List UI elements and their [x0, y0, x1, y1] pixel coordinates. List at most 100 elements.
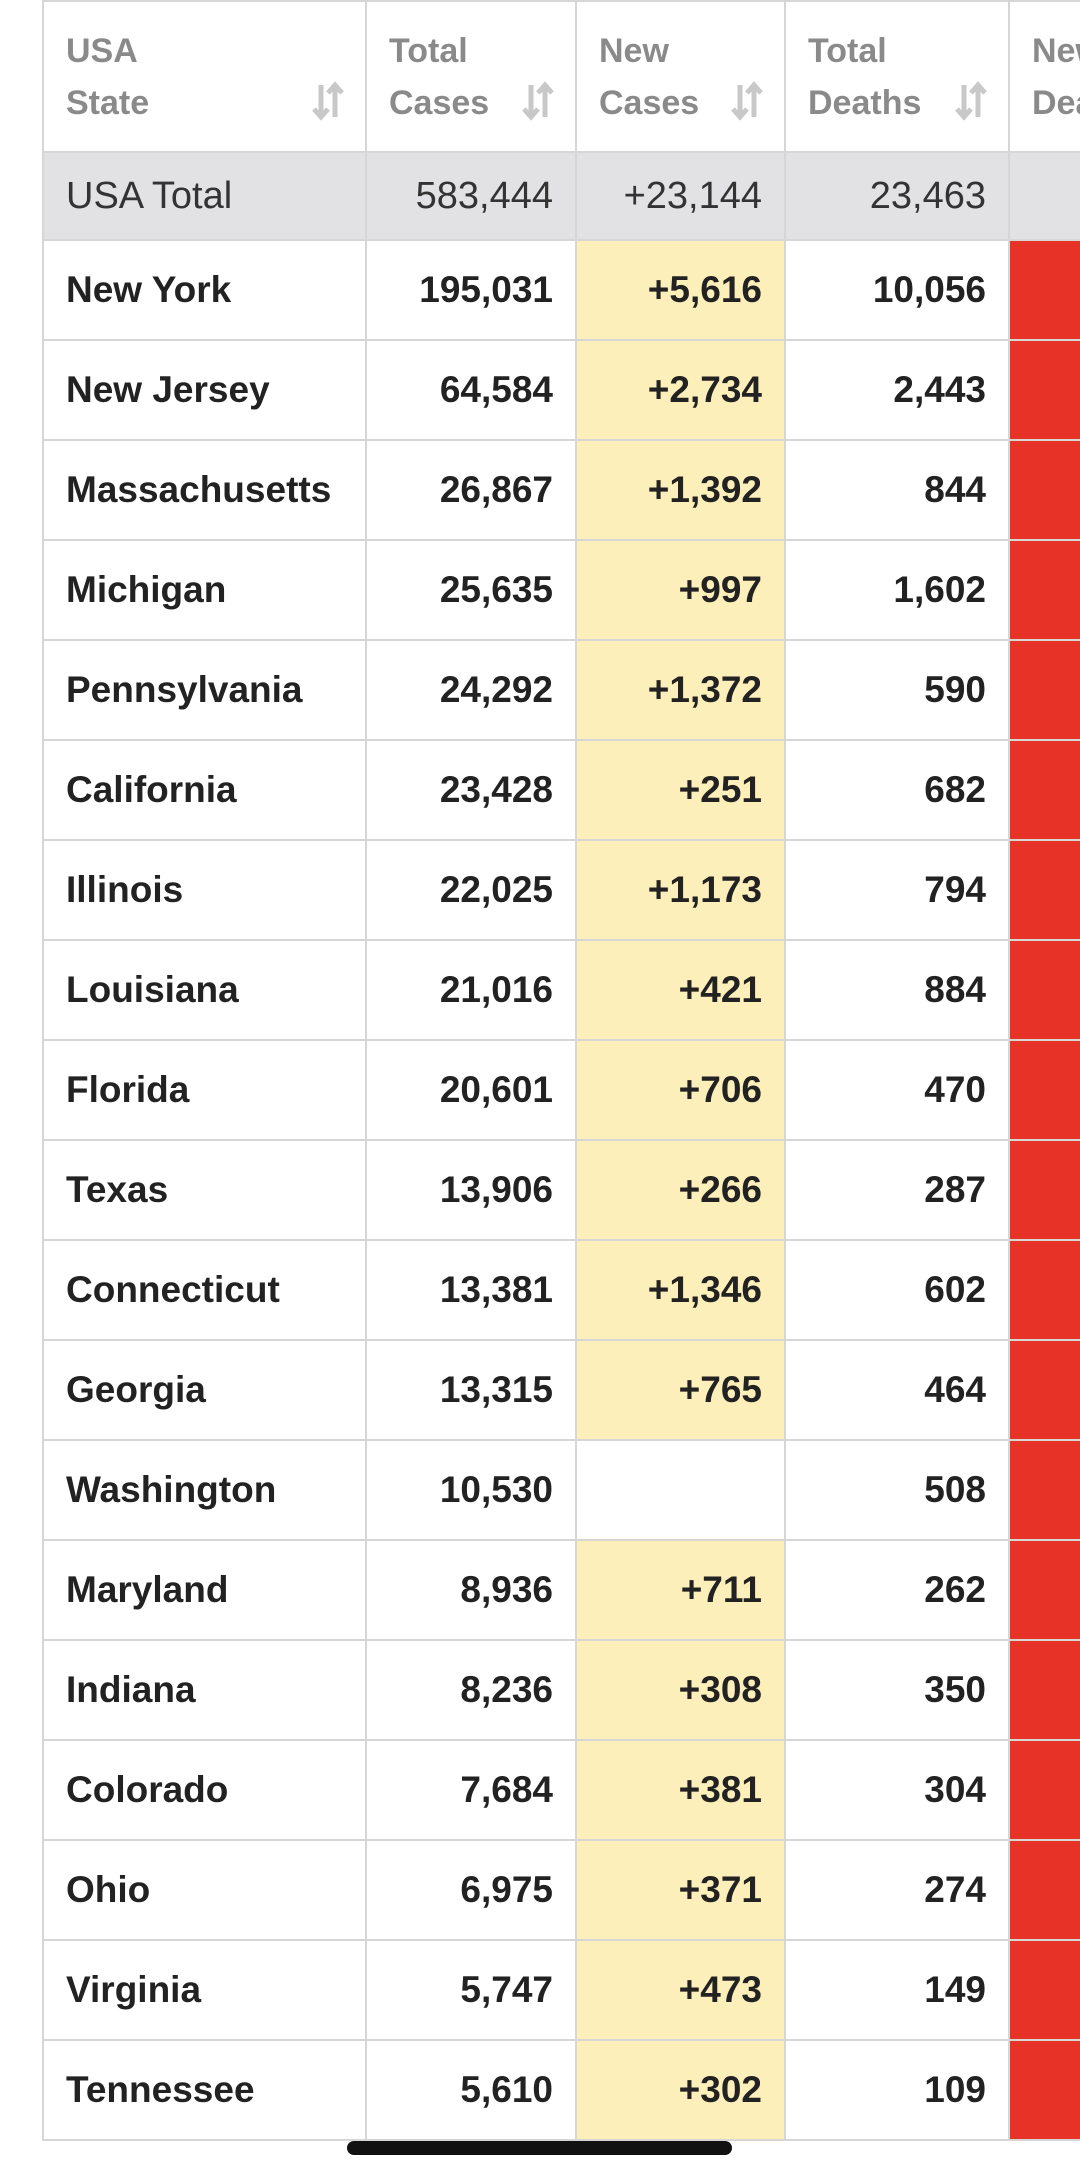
column-label: New Deaths: [1032, 31, 1080, 122]
total-cases: 26,867: [365, 439, 577, 541]
home-indicator: [347, 2141, 732, 2155]
state-row: Virginia 5,747 +473 149: [42, 1939, 1080, 2041]
new-deaths: [1008, 1839, 1080, 1941]
state-name: Louisiana: [42, 939, 367, 1041]
total-deaths: 884: [784, 939, 1010, 1041]
state-name: Michigan: [42, 539, 367, 641]
total-deaths: 464: [784, 1339, 1010, 1441]
state-row: Pennsylvania 24,292 +1,372 590: [42, 639, 1080, 741]
column-header[interactable]: Total Cases: [365, 0, 577, 153]
total-row: USA Total 583,444 +23,144 23,463: [42, 151, 1080, 241]
state-row: Ohio 6,975 +371 274: [42, 1839, 1080, 1941]
total-deaths: 470: [784, 1039, 1010, 1141]
column-label: Total Cases: [389, 31, 490, 122]
total-deaths: 602: [784, 1239, 1010, 1341]
new-cases: +711: [575, 1539, 786, 1641]
total-cases: 6,975: [365, 1839, 577, 1941]
new-cases: +5,616: [575, 239, 786, 341]
total-cases: 8,236: [365, 1639, 577, 1741]
new-deaths: [1008, 539, 1080, 641]
state-name: Virginia: [42, 1939, 367, 2041]
total-cases: 583,444: [365, 151, 577, 241]
state-row: Connecticut 13,381 +1,346 602: [42, 1239, 1080, 1341]
total-deaths: 590: [784, 639, 1010, 741]
column-header[interactable]: New Cases: [575, 0, 786, 153]
total-cases: 20,601: [365, 1039, 577, 1141]
new-deaths: [1008, 1339, 1080, 1441]
total-cases: 25,635: [365, 539, 577, 641]
new-deaths: [1008, 1639, 1080, 1741]
new-deaths: [1008, 1039, 1080, 1141]
total-deaths: 2,443: [784, 339, 1010, 441]
new-cases: +421: [575, 939, 786, 1041]
state-name: Washington: [42, 1439, 367, 1541]
state-row: Indiana 8,236 +308 350: [42, 1639, 1080, 1741]
state-name: Texas: [42, 1139, 367, 1241]
total-deaths: 23,463: [784, 151, 1010, 241]
total-cases: 7,684: [365, 1739, 577, 1841]
total-cases: 5,610: [365, 2039, 577, 2141]
new-deaths: [1008, 1939, 1080, 2041]
state-row: Florida 20,601 +706 470: [42, 1039, 1080, 1141]
new-cases: +765: [575, 1339, 786, 1441]
state-row: Texas 13,906 +266 287: [42, 1139, 1080, 1241]
new-deaths: [1008, 639, 1080, 741]
new-deaths: [1008, 1139, 1080, 1241]
state-row: Washington 10,530 508: [42, 1439, 1080, 1541]
new-cases: +266: [575, 1139, 786, 1241]
state-name: New Jersey: [42, 339, 367, 441]
total-cases: 10,530: [365, 1439, 577, 1541]
new-deaths: [1008, 439, 1080, 541]
total-cases: 64,584: [365, 339, 577, 441]
state-row: New York 195,031 +5,616 10,056: [42, 239, 1080, 341]
new-cases: +1,392: [575, 439, 786, 541]
new-cases: +2,734: [575, 339, 786, 441]
new-cases: +1,372: [575, 639, 786, 741]
column-label: New Cases: [599, 31, 700, 122]
state-name: Florida: [42, 1039, 367, 1141]
total-deaths: 109: [784, 2039, 1010, 2141]
new-cases: +381: [575, 1739, 786, 1841]
state-row: Louisiana 21,016 +421 884: [42, 939, 1080, 1041]
new-cases: +302: [575, 2039, 786, 2141]
column-label: USA State: [66, 31, 150, 122]
state-row: Maryland 8,936 +711 262: [42, 1539, 1080, 1641]
state-name: Massachusetts: [42, 439, 367, 541]
total-deaths: 508: [784, 1439, 1010, 1541]
sort-icon: [312, 81, 344, 121]
state-row: Tennessee 5,610 +302 109: [42, 2039, 1080, 2141]
state-row: New Jersey 64,584 +2,734 2,443: [42, 339, 1080, 441]
state-row: Illinois 22,025 +1,173 794: [42, 839, 1080, 941]
total-cases: 21,016: [365, 939, 577, 1041]
new-cases: +997: [575, 539, 786, 641]
new-deaths: [1008, 1439, 1080, 1541]
new-cases: +1,173: [575, 839, 786, 941]
total-deaths: 304: [784, 1739, 1010, 1841]
column-header[interactable]: USA State: [42, 0, 367, 153]
new-deaths: [1008, 1239, 1080, 1341]
state-row: Colorado 7,684 +381 304: [42, 1739, 1080, 1841]
column-label: Total Deaths: [808, 31, 922, 122]
total-deaths: 149: [784, 1939, 1010, 2041]
new-deaths: [1008, 739, 1080, 841]
state-row: California 23,428 +251 682: [42, 739, 1080, 841]
total-cases: 195,031: [365, 239, 577, 341]
total-deaths: 10,056: [784, 239, 1010, 341]
table-body: USA Total 583,444 +23,144 23,463 New York 195…: [42, 151, 1080, 2141]
state-name: California: [42, 739, 367, 841]
new-deaths: [1008, 151, 1080, 241]
state-name: Connecticut: [42, 1239, 367, 1341]
sort-icon: [731, 81, 763, 121]
state-name: Indiana: [42, 1639, 367, 1741]
total-cases: 13,381: [365, 1239, 577, 1341]
new-deaths: [1008, 939, 1080, 1041]
sort-icon: [522, 81, 554, 121]
total-deaths: 274: [784, 1839, 1010, 1941]
new-deaths: [1008, 2039, 1080, 2141]
column-header[interactable]: Total Deaths: [784, 0, 1010, 153]
sort-icon: [955, 81, 987, 121]
total-cases: 24,292: [365, 639, 577, 741]
state-name: New York: [42, 239, 367, 341]
column-header[interactable]: New Deaths: [1008, 0, 1080, 153]
